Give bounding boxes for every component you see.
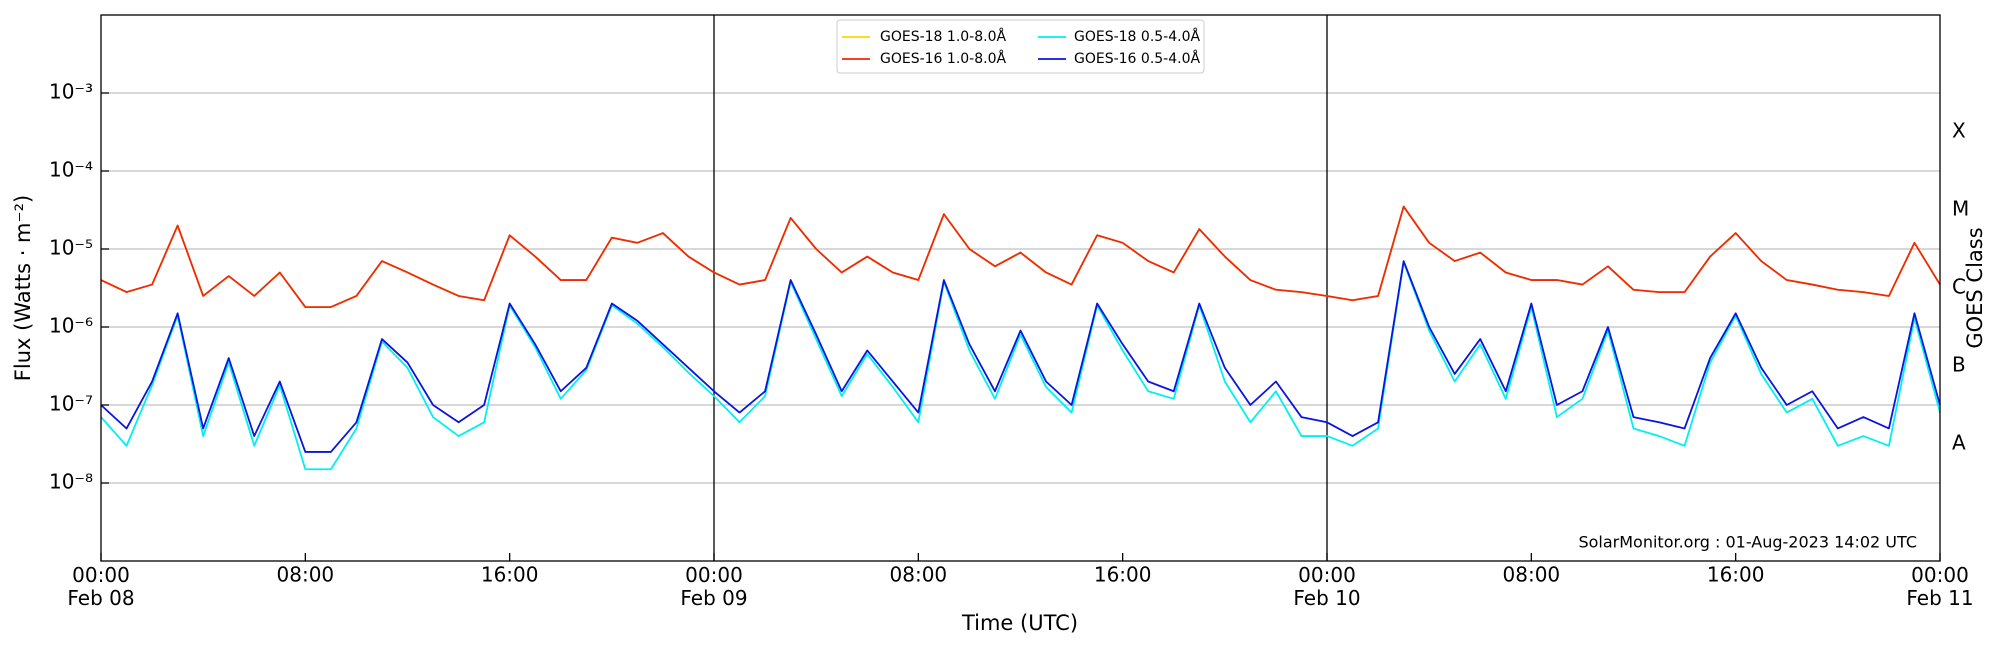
annotation: SolarMonitor.org : 01-Aug-2023 14:02 UTC bbox=[1578, 533, 1917, 552]
legend-label: GOES-18 1.0-8.0Å bbox=[880, 28, 1006, 45]
series-layer bbox=[100, 205, 1941, 471]
y-tick-label: 10⁻⁴ bbox=[49, 158, 93, 182]
y-tick-label: 10⁻⁸ bbox=[49, 470, 93, 494]
series-line bbox=[100, 261, 1941, 471]
plot-frame bbox=[100, 14, 1941, 562]
y-tick-label: 10⁻³ bbox=[49, 80, 93, 104]
legend-label: GOES-18 0.5-4.0Å bbox=[1074, 28, 1200, 45]
x-tick-label: 00:00 Feb 09 bbox=[680, 563, 747, 610]
y2-tick-label: M bbox=[1952, 197, 1969, 221]
y2-tick-label: B bbox=[1952, 353, 1966, 377]
legend: GOES-18 1.0-8.0Å GOES-16 1.0-8.0Å GOES-18 … bbox=[836, 19, 1205, 74]
grid-layer bbox=[101, 15, 1940, 561]
legend-box bbox=[836, 19, 1205, 74]
x-tick-label: 16:00 bbox=[1094, 563, 1152, 587]
series-line bbox=[100, 205, 1941, 308]
x-tick-label: 00:00 Feb 11 bbox=[1906, 563, 1973, 610]
x-tick-label: 00:00 Feb 10 bbox=[1293, 563, 1360, 610]
x-tick-label: 08:00 bbox=[890, 563, 948, 587]
x-tick-label: 08:00 bbox=[1503, 563, 1561, 587]
legend-label: GOES-16 1.0-8.0Å bbox=[880, 50, 1006, 67]
x-tick-label: 16:00 bbox=[1707, 563, 1765, 587]
x-tick-label: 16:00 bbox=[481, 563, 539, 587]
y-tick-label: 10⁻⁶ bbox=[49, 314, 93, 338]
x-tick-label: 08:00 bbox=[277, 563, 335, 587]
series-line bbox=[100, 260, 1941, 453]
y-tick-label: 10⁻⁷ bbox=[49, 392, 93, 416]
x-tick-label: 00:00 Feb 08 bbox=[67, 563, 134, 610]
y2-tick-label: C bbox=[1952, 275, 1966, 299]
y2-tick-label: X bbox=[1952, 119, 1966, 143]
y2-tick-label: A bbox=[1952, 431, 1966, 455]
y-axis-label: Flux (Watts · m⁻²) bbox=[11, 195, 35, 381]
x-axis-label: Time (UTC) bbox=[961, 611, 1078, 635]
legend-label: GOES-16 0.5-4.0Å bbox=[1074, 50, 1200, 67]
y2-axis-label: GOES Class bbox=[1963, 227, 1987, 348]
y-tick-label: 10⁻⁵ bbox=[49, 236, 93, 260]
tick-layer: 10⁻⁸ 10⁻⁷ 10⁻⁶ 10⁻⁵ 10⁻⁴ 10⁻³ A B C M X 00:00 Feb 08… bbox=[49, 80, 1974, 610]
